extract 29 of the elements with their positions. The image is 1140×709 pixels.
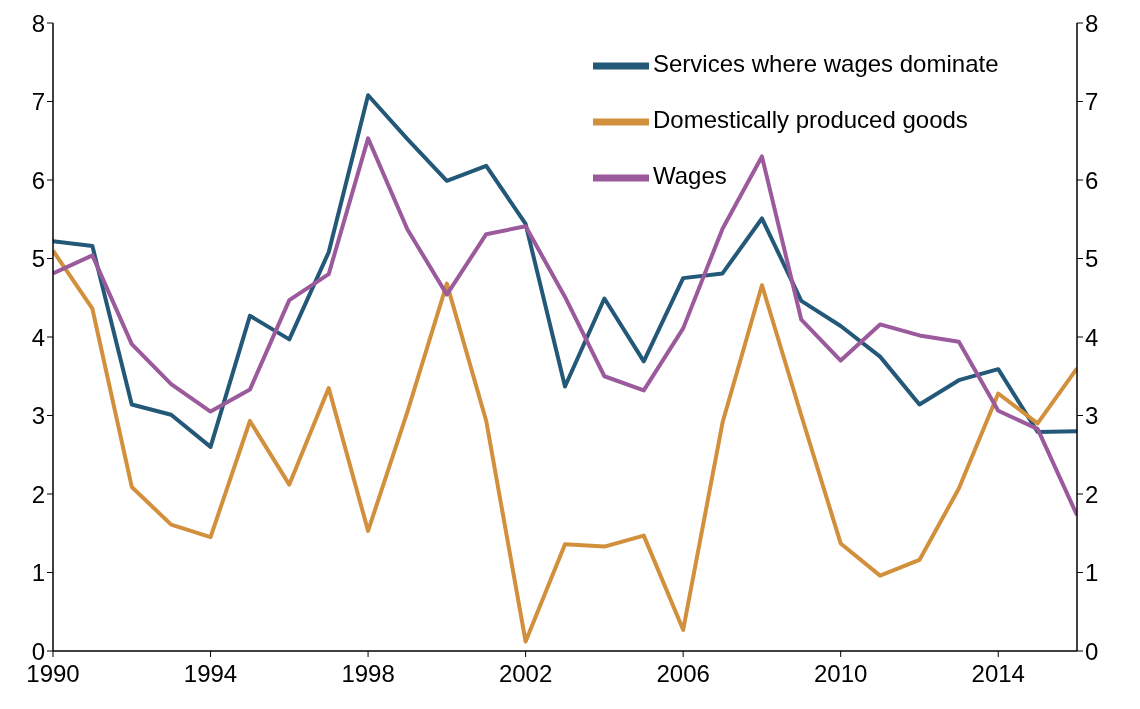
y2-tick-label: 0 [1085,637,1099,665]
line-series [53,93,1077,449]
y2-tick-label: 4 [1085,323,1099,351]
legend-label: Wages [653,162,727,190]
x-tick-label: 2002 [498,660,553,688]
y-tick-label: 3 [31,402,45,430]
legend-label: Services where wages dominate [653,50,999,78]
y-tick-label: 6 [31,166,45,194]
y-tick-label: 7 [31,88,45,116]
y2-tick-label: 2 [1085,480,1099,508]
y-tick-label: 4 [31,323,45,351]
x-tick-label: 1998 [341,660,395,688]
y2-tick-label: 7 [1085,88,1099,116]
x-tick-label: 1994 [183,660,238,688]
legend-label: Domestically produced goods [653,106,968,134]
y-tick-label: 8 [31,9,45,37]
line-series [53,248,1077,644]
y2-tick-label: 3 [1085,402,1099,430]
y2-tick-label: 6 [1085,166,1099,194]
y2-tick-label: 8 [1085,9,1099,37]
x-tick-label: 2014 [971,660,1025,688]
y-tick-label: 2 [31,480,45,508]
y2-tick-label: 5 [1085,245,1099,273]
x-tick-label: 2010 [814,660,868,688]
y-tick-label: 1 [31,559,45,587]
y-tick-label: 5 [31,245,45,273]
line-series [53,136,1077,518]
x-tick-label: 2006 [656,660,710,688]
y2-tick-label: 1 [1085,559,1099,587]
